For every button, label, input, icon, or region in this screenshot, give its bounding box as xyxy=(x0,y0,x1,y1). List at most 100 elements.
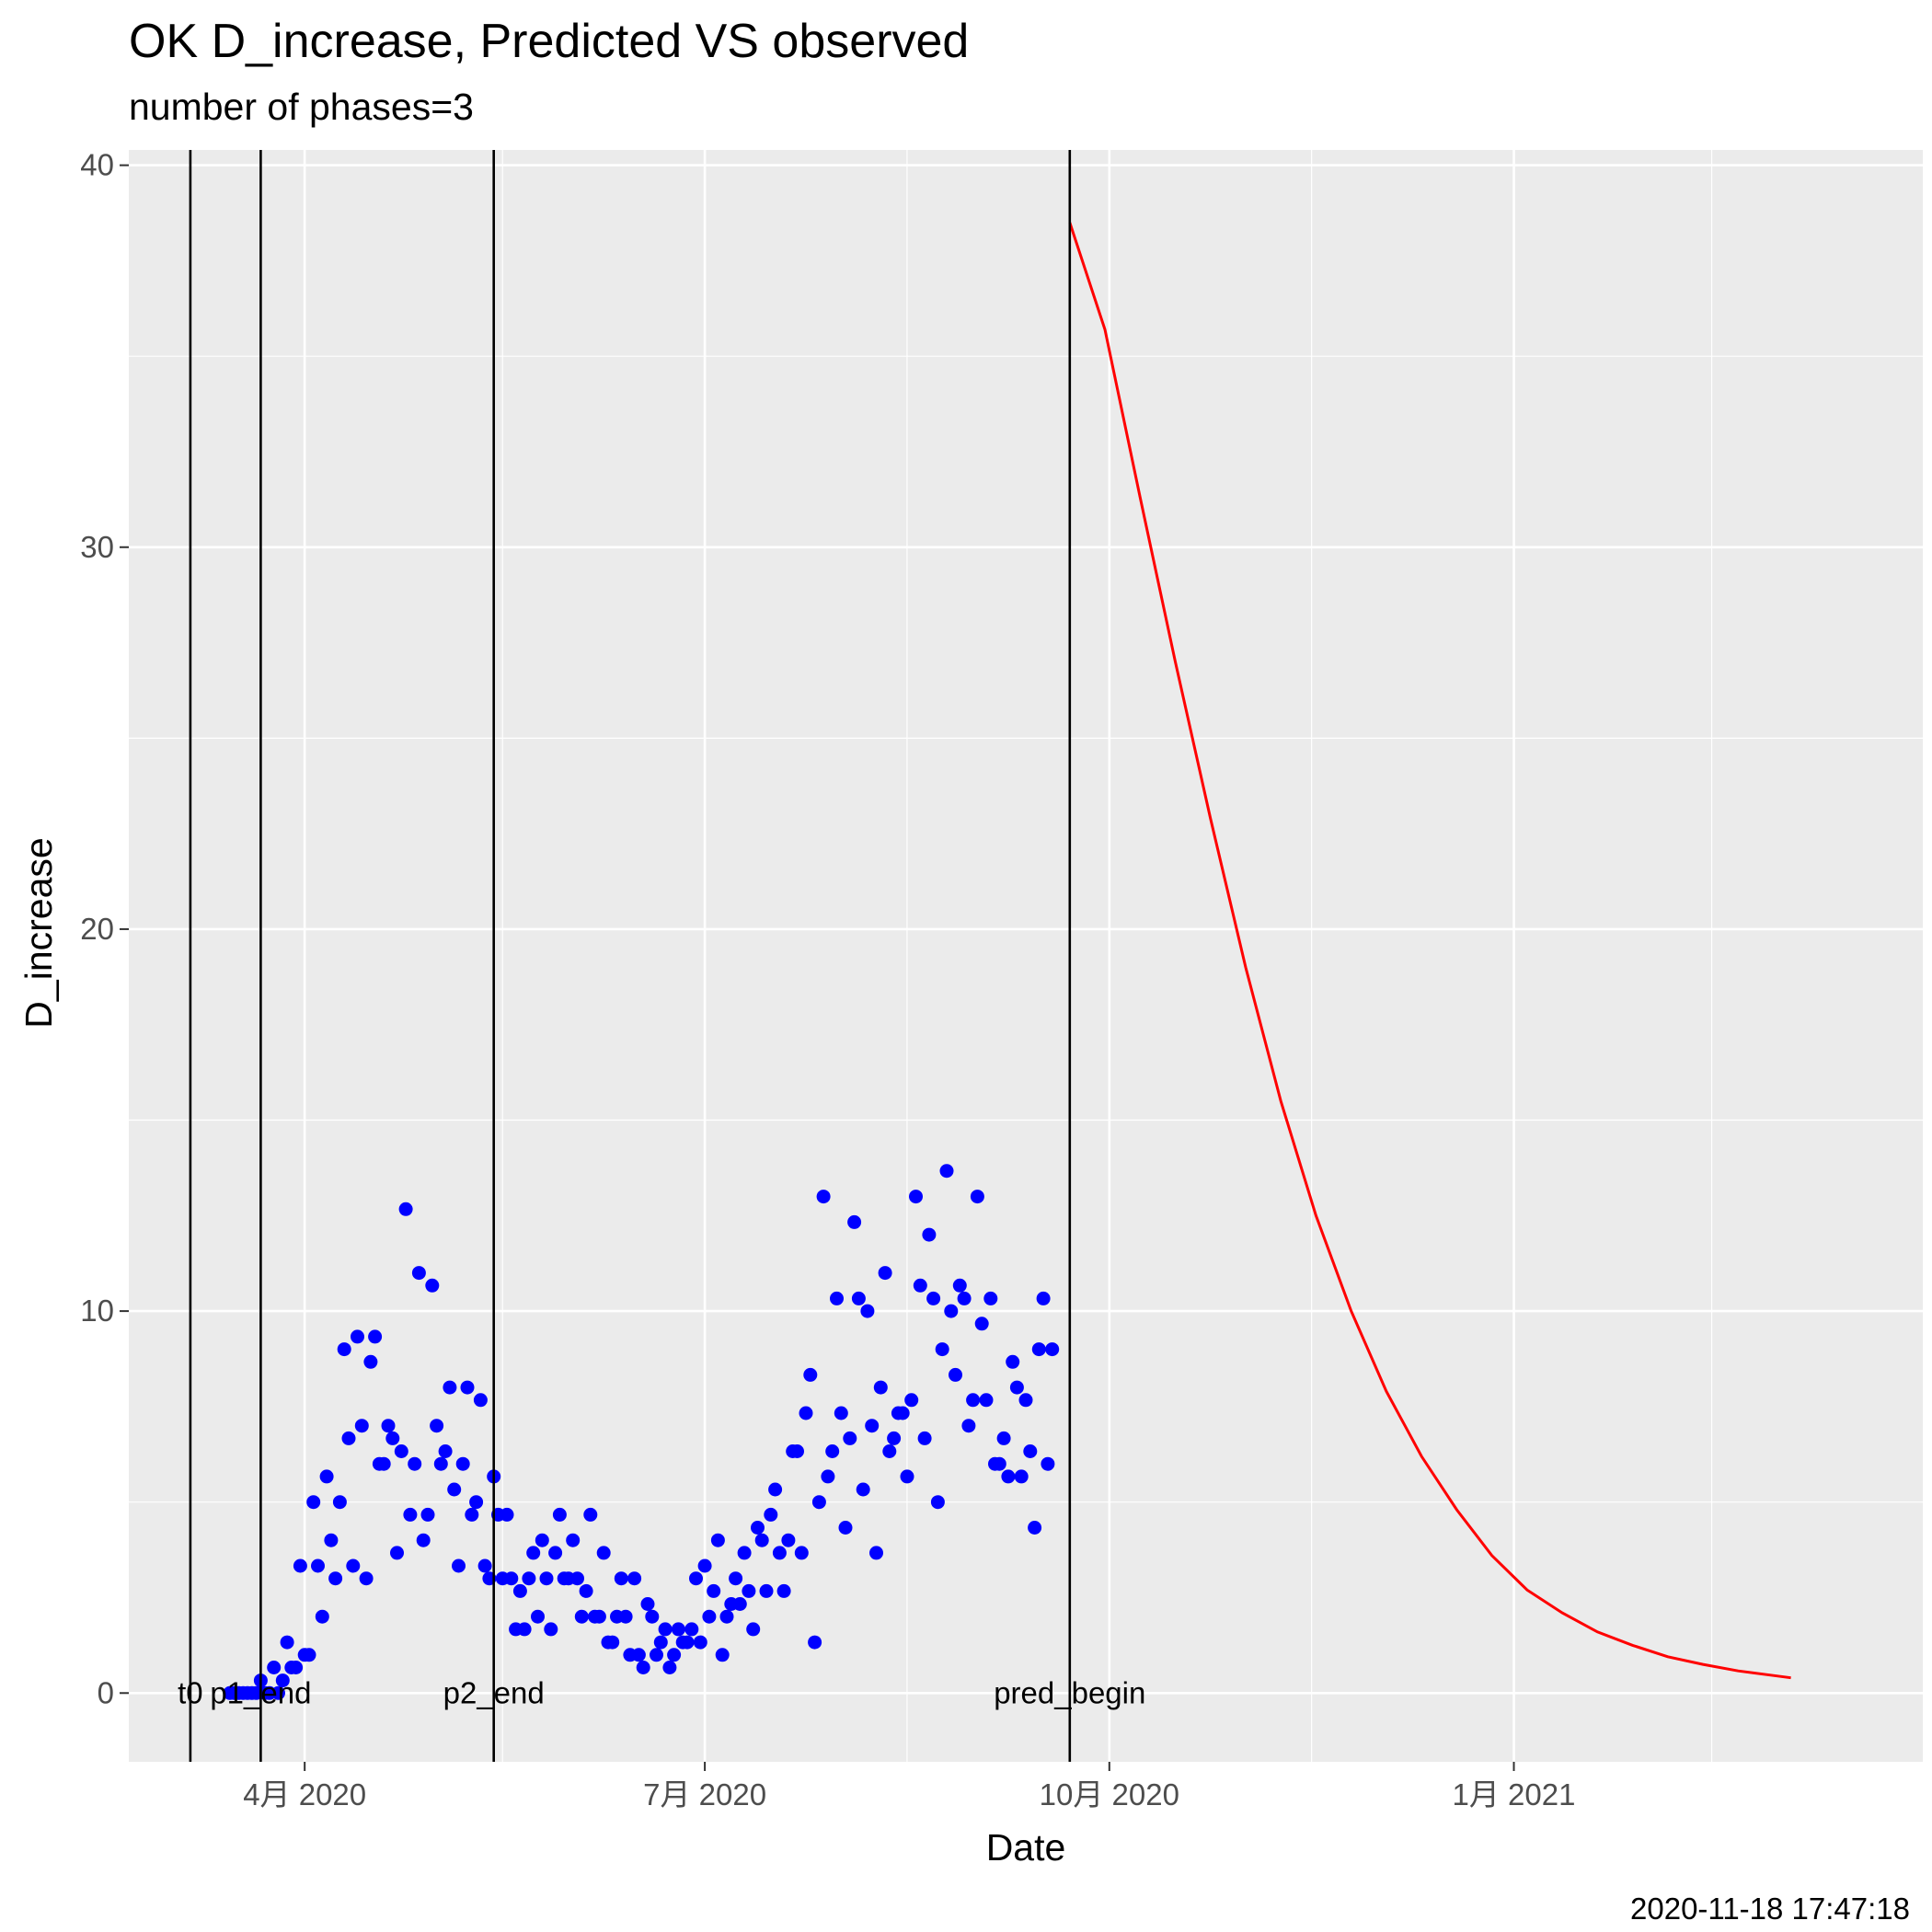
observed-point xyxy=(776,1583,791,1598)
observed-point xyxy=(860,1304,875,1318)
observed-point xyxy=(667,1648,682,1662)
observed-point xyxy=(438,1444,453,1458)
observed-point xyxy=(904,1393,919,1408)
observed-point xyxy=(759,1583,774,1598)
observed-point xyxy=(742,1583,756,1598)
observed-point xyxy=(631,1648,646,1662)
observed-point xyxy=(302,1648,316,1662)
phase-line-label: p1_end xyxy=(210,1675,311,1709)
observed-point xyxy=(1045,1342,1060,1357)
observed-point xyxy=(280,1635,294,1650)
observed-point xyxy=(983,1291,998,1305)
observed-point xyxy=(811,1495,826,1510)
predicted-line xyxy=(1068,222,1791,1680)
observed-point xyxy=(465,1507,479,1522)
observed-point xyxy=(772,1546,787,1560)
observed-point xyxy=(887,1431,902,1445)
observed-point xyxy=(658,1622,673,1637)
observed-point xyxy=(653,1635,668,1650)
observed-point xyxy=(930,1495,945,1510)
observed-point xyxy=(627,1571,642,1586)
observed-point xyxy=(1041,1456,1055,1471)
observed-point xyxy=(526,1546,541,1560)
observed-point xyxy=(306,1495,321,1510)
observed-point xyxy=(363,1354,378,1369)
observed-point xyxy=(957,1291,972,1305)
minor-gridlines xyxy=(101,150,1923,1762)
phase-line-label: t0 xyxy=(178,1675,203,1709)
observed-point xyxy=(425,1278,440,1293)
observed-point xyxy=(895,1406,910,1420)
observed-point xyxy=(830,1291,844,1305)
plot-panel xyxy=(129,150,1923,1762)
observed-point xyxy=(702,1609,717,1624)
observed-point xyxy=(746,1622,761,1637)
observed-point xyxy=(996,1431,1011,1445)
observed-point xyxy=(477,1558,492,1573)
x-tick-label: 4月 2020 xyxy=(243,1777,366,1811)
observed-point xyxy=(790,1444,804,1458)
phase-line-label: p2_end xyxy=(443,1675,545,1709)
observed-point xyxy=(354,1419,369,1433)
observed-point xyxy=(447,1482,462,1497)
observed-point xyxy=(882,1444,897,1458)
observed-point xyxy=(430,1419,444,1433)
observed-point xyxy=(271,1685,285,1700)
observed-point xyxy=(693,1635,707,1650)
x-tick-label: 10月 2020 xyxy=(1040,1777,1179,1811)
observed-point xyxy=(636,1661,650,1674)
observed-point xyxy=(605,1635,620,1650)
observed-point xyxy=(939,1164,954,1179)
major-gridlines xyxy=(129,150,1923,1762)
observed-point xyxy=(1028,1521,1042,1535)
observed-point xyxy=(328,1571,343,1586)
observed-point xyxy=(1009,1380,1024,1395)
observed-point xyxy=(517,1622,532,1637)
observed-point xyxy=(324,1533,339,1547)
observed-point xyxy=(869,1546,883,1560)
observed-point xyxy=(618,1609,633,1624)
observed-point xyxy=(751,1521,765,1535)
observed-point xyxy=(452,1558,466,1573)
observed-point xyxy=(535,1533,549,1547)
observed-point xyxy=(847,1214,862,1229)
observed-point xyxy=(1023,1444,1038,1458)
observed-point xyxy=(878,1266,892,1281)
observed-point xyxy=(754,1533,769,1547)
observed-point xyxy=(341,1431,356,1445)
observed-point xyxy=(1014,1469,1029,1484)
observed-point xyxy=(737,1546,752,1560)
observed-point xyxy=(856,1482,870,1497)
observed-point xyxy=(944,1304,959,1318)
y-tick-label: 40 xyxy=(80,148,114,182)
observed-point xyxy=(337,1342,351,1357)
observed-point xyxy=(974,1317,989,1331)
x-axis: 4月 2020 7月 2020 10月 2020 1月 2021 xyxy=(243,1762,1575,1811)
observed-point xyxy=(460,1380,475,1395)
observed-point xyxy=(574,1609,589,1624)
observed-point xyxy=(781,1533,796,1547)
predicted-series xyxy=(1068,222,1791,1680)
observed-point xyxy=(531,1609,545,1624)
observed-point xyxy=(865,1419,880,1433)
observed-point xyxy=(913,1278,927,1293)
timestamp-caption: 2020-11-18 17:47:18 xyxy=(1630,1892,1910,1926)
observed-point xyxy=(768,1482,783,1497)
observed-point xyxy=(873,1380,888,1395)
observed-point xyxy=(697,1558,712,1573)
observed-point xyxy=(729,1571,743,1586)
observed-point xyxy=(570,1571,584,1586)
observed-point xyxy=(544,1622,558,1637)
observed-point xyxy=(707,1583,721,1598)
observed-point xyxy=(469,1495,484,1510)
observed-point xyxy=(935,1342,949,1357)
x-tick-label: 1月 2021 xyxy=(1453,1777,1576,1811)
observed-point xyxy=(504,1571,519,1586)
observed-point xyxy=(385,1431,400,1445)
observed-point xyxy=(315,1609,329,1624)
chart-title: OK D_increase, Predicted VS observed xyxy=(129,15,969,68)
observed-point xyxy=(1031,1342,1046,1357)
observed-point xyxy=(351,1329,364,1344)
observed-point xyxy=(311,1558,325,1573)
